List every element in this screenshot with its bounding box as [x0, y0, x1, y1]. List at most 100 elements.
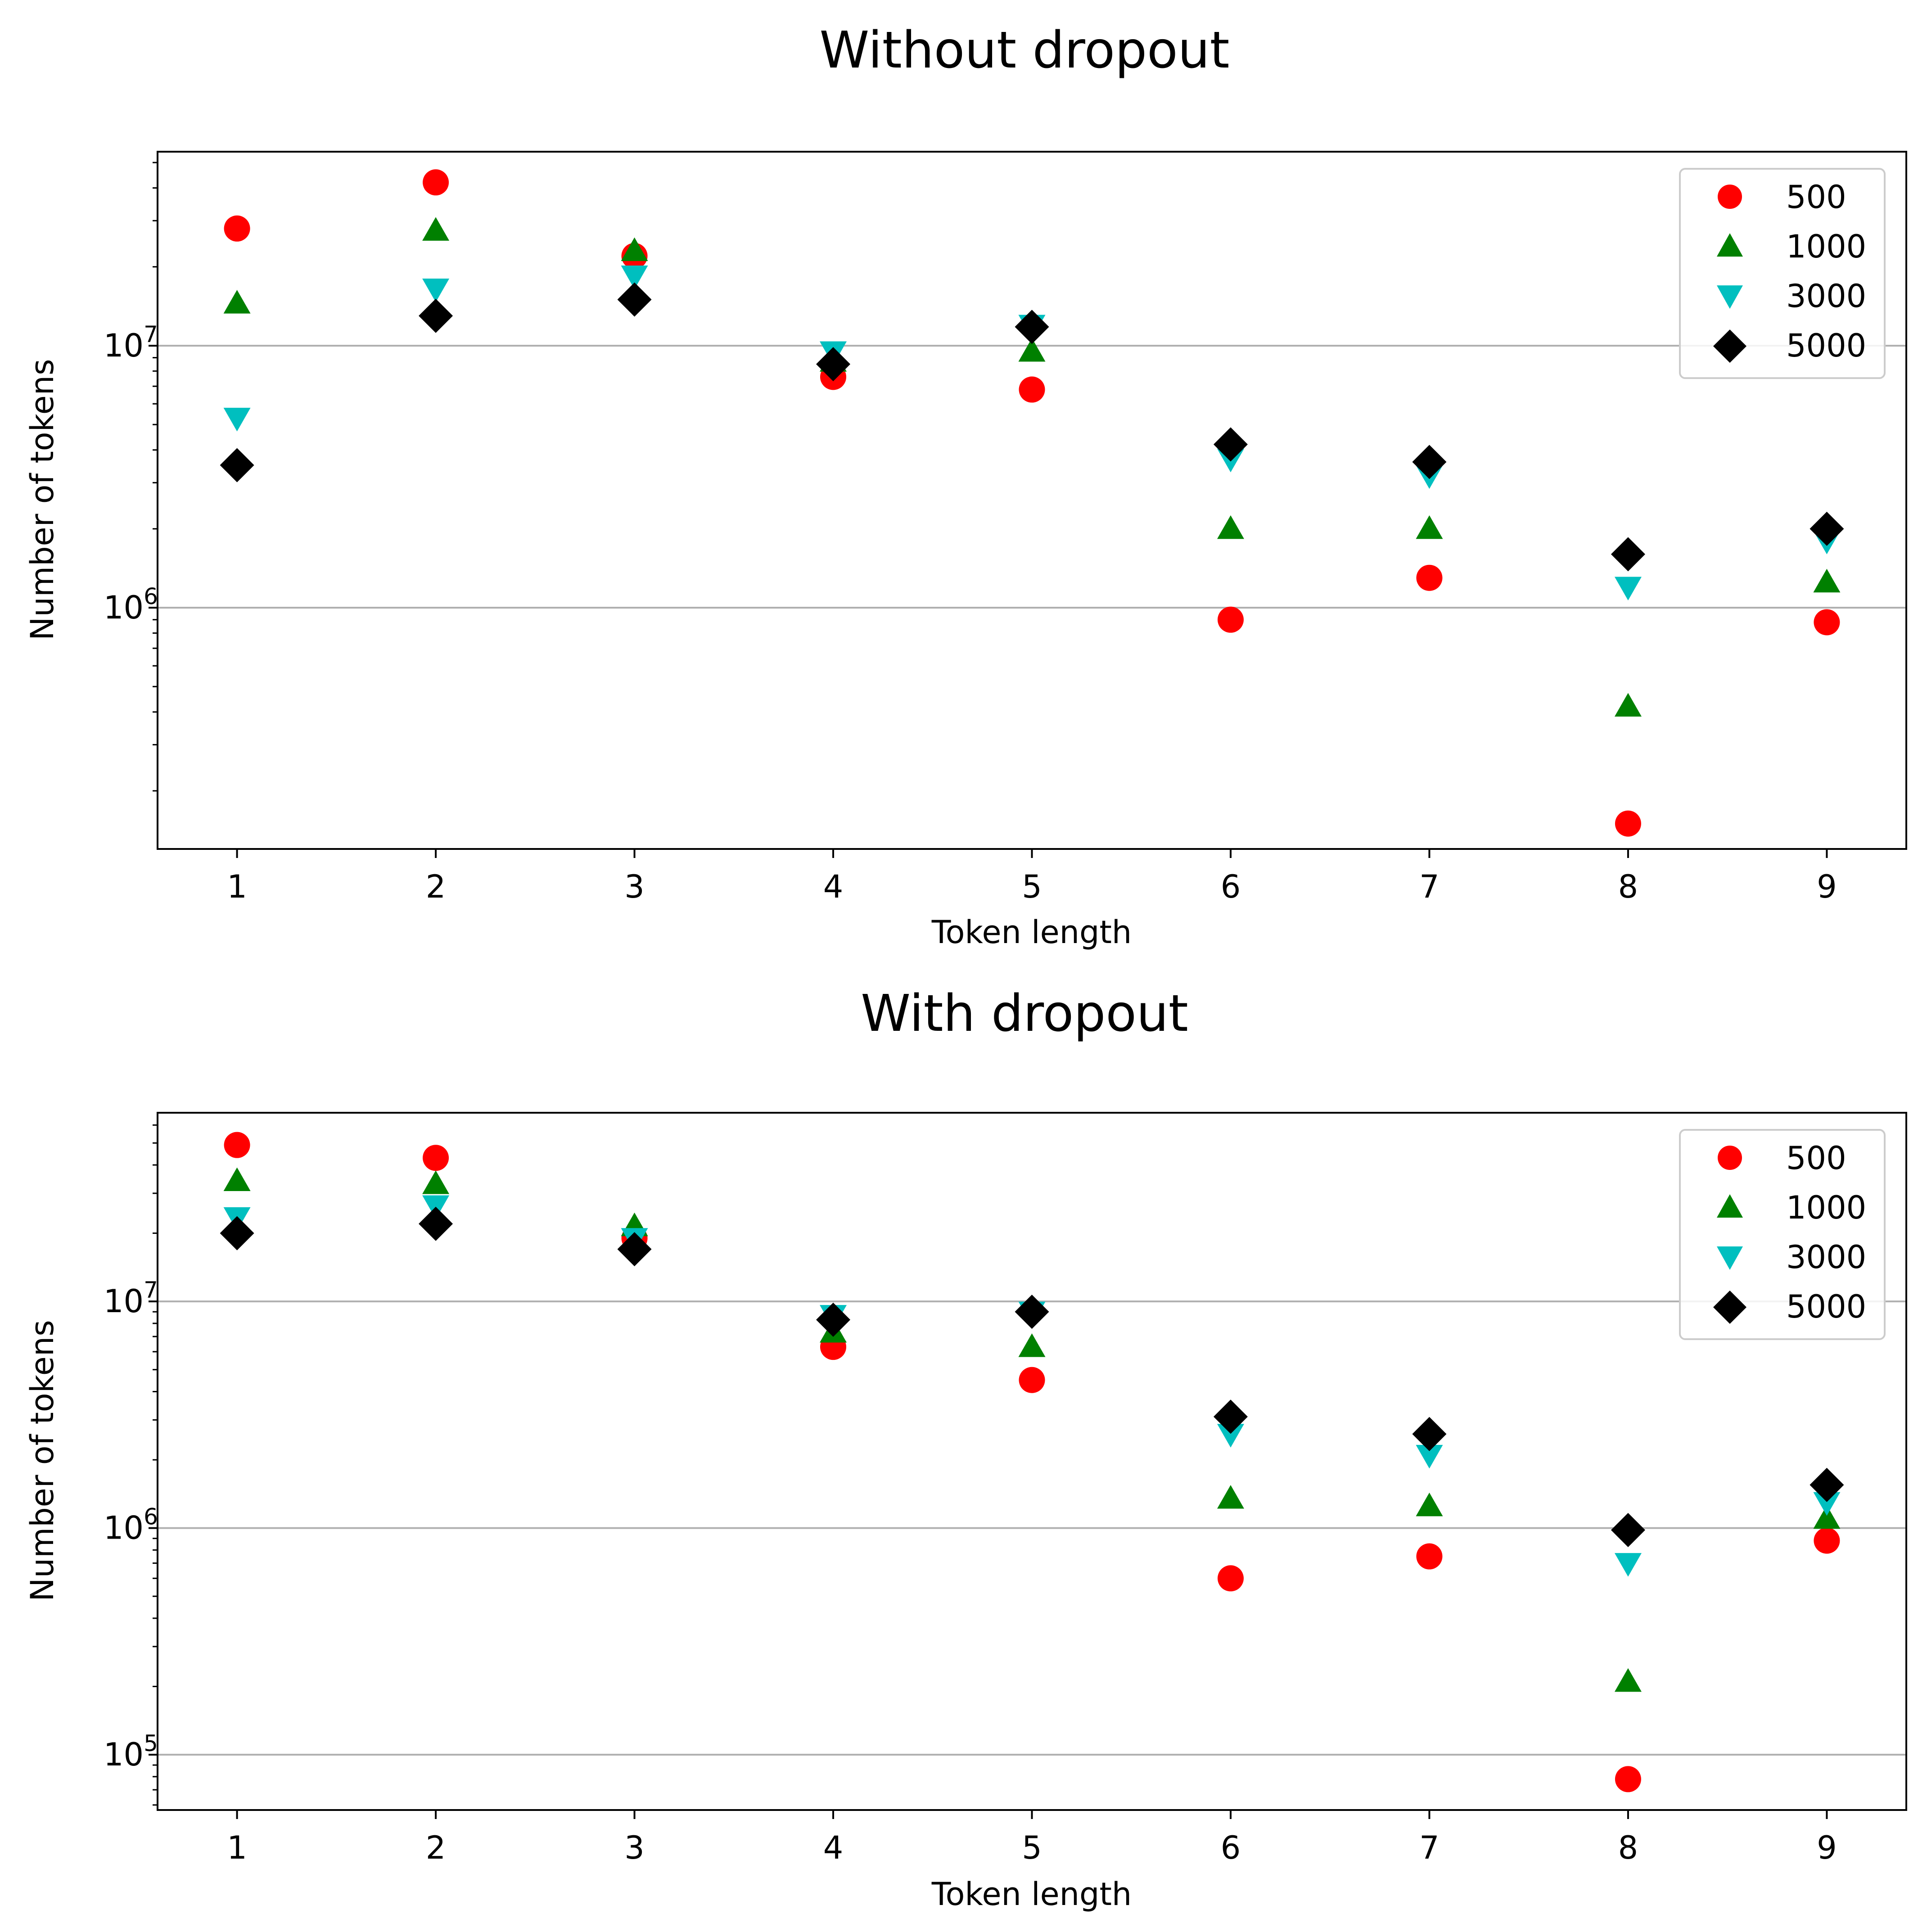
y-tick-base: 10	[104, 1283, 144, 1320]
data-point-triangle-up	[1614, 693, 1642, 717]
legend-item: 1000	[1717, 228, 1866, 265]
plot-frame	[157, 1112, 1907, 1811]
x-axis-label: Token length	[931, 914, 1132, 951]
x-tick-label: 9	[1817, 1829, 1837, 1866]
plot-frame	[157, 151, 1907, 850]
legend-item: 500	[1718, 179, 1846, 216]
data-point-triangle-up	[1813, 1505, 1841, 1529]
data-point-diamond	[1015, 310, 1049, 344]
x-tick-label: 1	[227, 868, 247, 905]
legend-label: 3000	[1786, 1239, 1866, 1276]
legend-item: 5000	[1713, 1288, 1866, 1325]
x-tick-label: 7	[1419, 1829, 1440, 1866]
data-point-circle	[1615, 1766, 1641, 1792]
legend-marker-diamond	[1713, 330, 1746, 363]
data-point-circle	[423, 1145, 449, 1171]
y-tick-label: 107	[104, 1277, 158, 1320]
data-point-triangle-up	[1614, 1668, 1642, 1692]
chart-title: Without dropout	[819, 21, 1229, 80]
data-point-circle	[1814, 1527, 1840, 1554]
data-point-circle	[423, 169, 449, 196]
legend-marker-triangle-up	[1717, 233, 1743, 257]
legend-label: 500	[1786, 1140, 1846, 1177]
y-tick-base: 10	[104, 589, 144, 626]
legend-marker-circle	[1718, 1146, 1742, 1170]
data-point-diamond	[816, 347, 851, 382]
legend-label: 500	[1786, 179, 1846, 216]
y-tick-base: 10	[104, 327, 144, 364]
data-point-triangle-up	[422, 217, 450, 241]
x-tick-label: 5	[1022, 868, 1042, 905]
data-point-triangle-down	[1813, 1492, 1841, 1516]
data-point-diamond	[1213, 427, 1248, 462]
chart-title: With dropout	[861, 984, 1188, 1043]
x-tick-label: 6	[1221, 1829, 1241, 1866]
y-tick-exponent: 5	[144, 1730, 158, 1756]
data-point-triangle-up	[1217, 515, 1244, 539]
legend-item: 3000	[1717, 1239, 1866, 1276]
data-point-triangle-down	[1416, 1444, 1443, 1469]
data-point-triangle-up	[1416, 1492, 1443, 1517]
data-point-diamond	[220, 1216, 254, 1250]
data-point-triangle-up	[1416, 515, 1443, 539]
y-axis-label: Number of tokens	[24, 1320, 61, 1601]
data-point-diamond	[617, 282, 652, 317]
y-tick-exponent: 7	[144, 321, 158, 348]
y-tick-exponent: 7	[144, 1277, 158, 1303]
data-point-diamond	[1213, 1399, 1248, 1434]
x-tick-label: 4	[823, 868, 844, 905]
y-tick-exponent: 6	[144, 583, 158, 609]
legend: 500 1000 3000 5000	[1679, 1129, 1886, 1340]
x-axis-label: Token length	[931, 1876, 1132, 1913]
x-tick-label: 9	[1817, 868, 1837, 905]
data-point-circle	[1814, 609, 1840, 636]
legend-marker-triangle-up	[1717, 1194, 1743, 1218]
legend-label: 1000	[1786, 1189, 1866, 1226]
x-axis-ticks: 1 2 3 4 5 6 7 8 9	[227, 849, 1837, 905]
data-point-diamond	[617, 1232, 652, 1267]
x-tick-label: 6	[1221, 868, 1241, 905]
y-tick-base: 10	[104, 1736, 144, 1773]
legend-label: 5000	[1786, 1288, 1866, 1325]
y-tick-label: 106	[104, 583, 158, 626]
legend-marker-circle	[1718, 185, 1742, 209]
data-point-triangle-down	[1614, 1553, 1642, 1577]
x-tick-label: 3	[624, 1829, 645, 1866]
y-tick-exponent: 6	[144, 1504, 158, 1530]
legend-item: 1000	[1717, 1189, 1866, 1226]
data-point-circle	[1217, 1565, 1244, 1592]
x-tick-label: 5	[1022, 1829, 1042, 1866]
data-point-diamond	[816, 1302, 851, 1337]
data-point-diamond	[1611, 537, 1645, 572]
legend-frame	[1679, 1129, 1886, 1340]
legend: 500 1000 3000 5000	[1679, 168, 1886, 379]
data-points	[220, 169, 1844, 837]
data-point-triangle-down	[223, 407, 251, 432]
y-tick-base: 10	[104, 1510, 144, 1547]
data-points	[220, 1132, 1844, 1792]
x-tick-label: 1	[227, 1829, 247, 1866]
data-point-triangle-up	[1018, 1333, 1046, 1357]
data-point-diamond	[1611, 1513, 1645, 1548]
legend-marker-triangle-down	[1717, 1246, 1743, 1270]
data-point-circle	[224, 1132, 250, 1158]
data-point-circle	[1019, 1367, 1045, 1393]
data-point-diamond	[1810, 1467, 1844, 1502]
x-tick-label: 2	[426, 868, 446, 905]
legend-item: 500	[1718, 1140, 1846, 1177]
x-tick-label: 7	[1419, 868, 1440, 905]
x-tick-label: 3	[624, 868, 645, 905]
data-point-triangle-up	[1217, 1485, 1244, 1509]
data-point-triangle-down	[621, 265, 648, 289]
x-tick-label: 4	[823, 1829, 844, 1866]
data-point-circle	[224, 215, 250, 242]
data-point-diamond	[419, 298, 453, 333]
legend-label: 5000	[1786, 327, 1866, 364]
y-tick-label: 106	[104, 1504, 158, 1547]
data-point-diamond	[1412, 445, 1447, 479]
data-point-circle	[1416, 1543, 1443, 1570]
data-point-diamond	[220, 448, 254, 483]
